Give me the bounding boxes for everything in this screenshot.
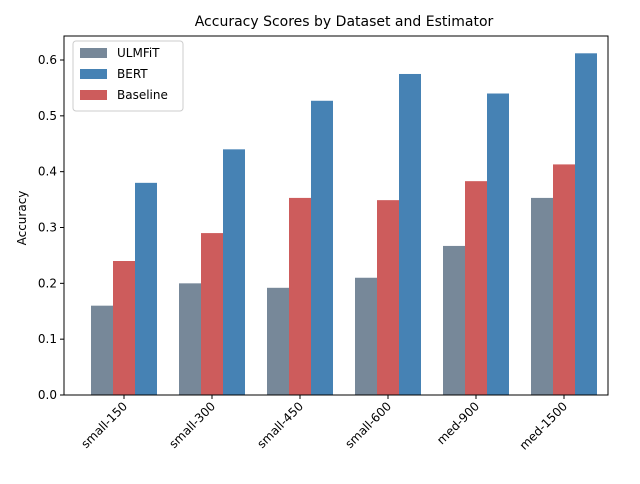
- legend-swatch-ulmfit: [80, 48, 107, 58]
- y-tick-label: 0.5: [38, 109, 57, 123]
- legend-swatch-bert: [80, 69, 107, 79]
- y-tick-label: 0.3: [38, 221, 57, 235]
- bar-bert-small-150: [135, 182, 157, 395]
- x-tick-label: med-900: [434, 399, 482, 447]
- bar-bert-med-1500: [575, 53, 597, 396]
- bar-baseline-med-900: [465, 181, 487, 395]
- x-tick-label: small-150: [78, 399, 130, 451]
- x-tick-label: small-600: [342, 399, 394, 451]
- legend-swatch-baseline: [80, 90, 107, 100]
- bar-bert-small-600: [399, 73, 421, 395]
- x-tick-label: small-450: [254, 399, 306, 451]
- bar-ulmfit-small-300: [179, 283, 201, 395]
- bar-bert-small-450: [311, 100, 333, 396]
- legend-label-bert: BERT: [117, 67, 148, 81]
- bar-ulmfit-small-600: [355, 277, 377, 395]
- bar-ulmfit-med-900: [443, 245, 465, 395]
- y-tick-label: 0.1: [38, 332, 57, 346]
- x-tick-label: med-1500: [517, 399, 570, 452]
- y-tick-label: 0.6: [38, 53, 57, 67]
- legend: ULMFiT BERT Baseline: [72, 40, 184, 112]
- bar-baseline-small-450: [289, 197, 311, 395]
- bar-bert-med-900: [487, 93, 509, 395]
- bar-ulmfit-small-150: [91, 305, 113, 395]
- bar-ulmfit-med-1500: [531, 197, 553, 395]
- bar-baseline-med-1500: [553, 164, 575, 395]
- bar-ulmfit-small-450: [267, 287, 289, 395]
- axes-frame: [63, 35, 609, 396]
- y-tick-label: 0.0: [38, 388, 57, 402]
- bar-baseline-small-150: [113, 261, 135, 395]
- legend-label-ulmfit: ULMFiT: [117, 46, 160, 60]
- legend-label-baseline: Baseline: [117, 88, 168, 102]
- bar-baseline-small-300: [201, 233, 223, 395]
- bar-bert-small-300: [223, 149, 245, 395]
- chart-title: Accuracy Scores by Dataset and Estimator: [195, 14, 494, 30]
- y-tick-label: 0.2: [38, 276, 57, 290]
- bar-baseline-small-600: [377, 200, 399, 395]
- y-tick-label: 0.4: [38, 165, 57, 179]
- y-axis-label: Accuracy: [15, 191, 29, 246]
- x-tick-label: small-300: [166, 399, 218, 451]
